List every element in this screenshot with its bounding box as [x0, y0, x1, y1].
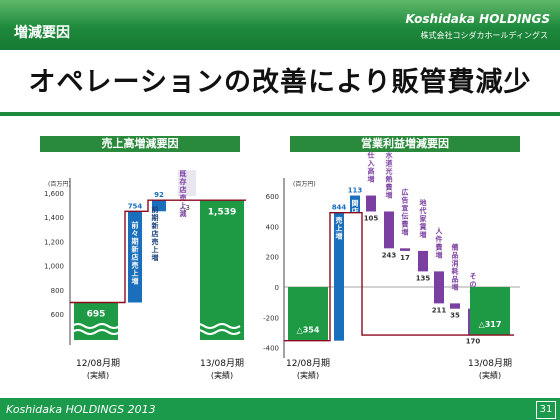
x-label-start-sales: 12/08月期 [76, 358, 120, 369]
company-logo: Koshidaka HOLDINGS [405, 12, 550, 26]
x-label-end-sales: 13/08月期 [200, 358, 244, 369]
y-tick-profit: 400 [266, 223, 279, 231]
footer-text: Koshidaka HOLDINGS 2013 [6, 403, 156, 416]
bar-value-profit: 113 [348, 187, 363, 195]
bar-category-profit: 仕入高増 [367, 151, 375, 184]
bar-category-profit: 水道光熱費増 [385, 150, 394, 199]
waterfall-line-profit [284, 211, 514, 342]
bar-step-sales [152, 200, 166, 212]
page-number: 31 [536, 401, 556, 419]
axis-break-wave [71, 323, 241, 329]
x-label-start-profit: 12/08月期 [286, 358, 330, 369]
y-tick-profit: -400 [263, 345, 279, 353]
bar-category-profit: 関店経費用増 [352, 199, 360, 248]
y-tick-profit: 200 [266, 254, 279, 262]
bar-category-profit: 広告宣伝費増 [402, 187, 409, 236]
bar-label-start-sales: 695 [87, 310, 106, 320]
y-tick-sales: 1,000 [44, 263, 64, 271]
axis-break-wave [71, 329, 241, 335]
header-bar [0, 0, 560, 50]
bar-step-profit [366, 195, 376, 212]
bar-end-profit [470, 287, 510, 336]
bar-value-profit: 211 [432, 306, 447, 314]
annotation-box-sales [178, 170, 196, 197]
bar-end-sales [200, 200, 244, 340]
title-rule [0, 112, 560, 116]
x-sub-start-sales: (実績) [87, 370, 109, 380]
y-tick-profit: -200 [263, 314, 279, 322]
bar-step-profit [334, 212, 344, 341]
y-tick-sales: 600 [51, 311, 64, 319]
page-title: オペレーションの改善により販管費減少 [28, 67, 532, 98]
bar-category-profit: 人件費増 [436, 226, 444, 259]
y-tick-profit: 0 [275, 284, 279, 292]
bar-category-sales: 前期新店売上増 [152, 205, 159, 262]
bar-value-profit: 170 [466, 337, 481, 345]
y-tick-profit: 600 [266, 193, 279, 201]
company-logo-sub: 株式会社コシダカホールディングス [420, 31, 548, 40]
bar-value-profit: 17 [400, 254, 410, 262]
x-sub-start-profit: (実績) [297, 370, 319, 380]
bar-step-profit [434, 271, 444, 304]
bar-value-profit: 135 [416, 274, 431, 282]
bar-category-sales: 既存店売上減 [180, 170, 187, 218]
footer-bar [0, 398, 560, 420]
bar-value-sales: △3 [180, 204, 190, 212]
y-tick-sales: 1,600 [44, 190, 64, 198]
bar-category-sales: 前々期新店売上増 [132, 220, 139, 285]
bar-category-profit: 地代家賃増 [419, 198, 428, 239]
x-label-end-profit: 13/08月期 [468, 358, 512, 369]
bar-category-profit: 備品消耗品増 [452, 242, 459, 291]
bar-label-start-profit: △354 [297, 326, 320, 335]
bar-value-sales: 754 [128, 202, 143, 210]
y-unit-sales: (百万円) [48, 181, 71, 188]
bar-step-profit [418, 250, 428, 272]
y-tick-sales: 1,200 [44, 238, 64, 246]
bar-label-end-sales: 1,539 [208, 208, 236, 218]
bar-step-profit [350, 195, 360, 213]
section-title: 増減要因 [14, 25, 70, 41]
bar-step-sales [128, 211, 142, 303]
bar-value-profit: 35 [450, 312, 460, 320]
bar-value-profit: 105 [364, 214, 379, 222]
waterfall-line-sales [70, 199, 246, 304]
x-sub-end-sales: (実績) [211, 370, 233, 380]
x-sub-end-profit: (実績) [479, 370, 501, 380]
y-unit-profit: (百万円) [293, 181, 316, 188]
bar-start-profit [288, 287, 328, 341]
bar-label-end-profit: △317 [479, 320, 502, 329]
bar-step-profit [400, 248, 410, 251]
y-tick-sales: 800 [51, 287, 64, 295]
chart-title-sales: 売上高増減要因 [40, 136, 240, 152]
chart-title-profit: 営業利益増減要因 [290, 136, 520, 152]
y-tick-sales: 1,400 [44, 214, 64, 222]
bar-step-profit [384, 211, 394, 249]
bar-value-sales: 92 [154, 191, 164, 199]
bar-category-profit: 売上増 [336, 216, 343, 241]
bar-step-profit [450, 303, 460, 309]
bar-value-profit: 844 [332, 204, 347, 212]
bar-value-profit: 243 [382, 251, 397, 259]
